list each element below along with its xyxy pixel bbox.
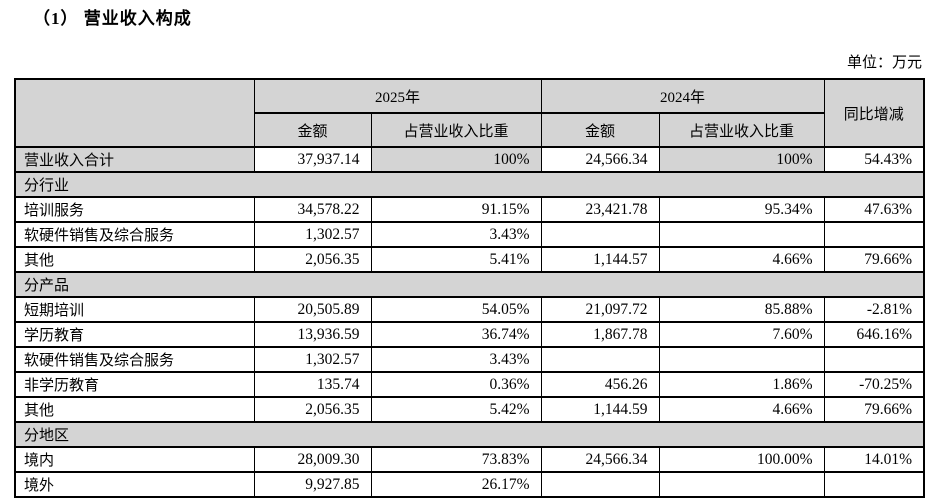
ratio-2025: 3.43% xyxy=(370,221,542,248)
ratio-2024-header: 占营业收入比重 xyxy=(658,112,825,148)
ratio-2024: 4.66% xyxy=(658,396,825,423)
amount-2025: 37,937.14 xyxy=(253,146,372,173)
unit-label: 单位：万元 xyxy=(846,55,922,71)
yoy-change: 47.63% xyxy=(823,196,925,223)
amount-2024: 1,144.59 xyxy=(540,396,660,423)
table-row: 其他 2,056.35 5.41% 1,144.57 4.66% 79.66% xyxy=(14,246,925,273)
amount-2025: 28,009.30 xyxy=(253,446,372,473)
ratio-2024: 4.66% xyxy=(658,246,825,273)
ratio-2024 xyxy=(658,221,825,248)
amount-2025-header: 金额 xyxy=(253,112,372,148)
table-row: 境外 9,927.85 26.17% xyxy=(14,471,925,498)
row-label: 营业收入合计 xyxy=(14,146,255,173)
amount-2024 xyxy=(540,346,660,373)
yoy-header: 同比增减 xyxy=(823,78,925,148)
amount-2024 xyxy=(540,471,660,498)
section-label: 分地区 xyxy=(14,421,925,448)
ratio-2025: 5.42% xyxy=(370,396,542,423)
table-row: 软硬件销售及综合服务 1,302.57 3.43% xyxy=(14,221,925,248)
row-label: 培训服务 xyxy=(14,196,255,223)
amount-2024: 24,566.34 xyxy=(540,446,660,473)
table-body: 营业收入合计 37,937.14 100% 24,566.34 100% 54.43% 分行… xyxy=(14,146,925,498)
row-label: 短期培训 xyxy=(14,296,255,323)
amount-2024 xyxy=(540,221,660,248)
amount-2025: 2,056.35 xyxy=(253,396,372,423)
ratio-2024: 7.60% xyxy=(658,321,825,348)
ratio-2025: 26.17% xyxy=(370,471,542,498)
table-header: 2025年 2024年 同比增减 金额 占营业收入比重 金额 占营业收入比重 xyxy=(14,78,925,148)
amount-2024: 21,097.72 xyxy=(540,296,660,323)
amount-2025: 1,302.57 xyxy=(253,346,372,373)
year-2025-header: 2025年 xyxy=(253,78,542,114)
amount-2025: 2,056.35 xyxy=(253,246,372,273)
section-row: 分产品 xyxy=(14,271,925,298)
row-label: 其他 xyxy=(14,396,255,423)
ratio-2025: 5.41% xyxy=(370,246,542,273)
amount-2025: 135.74 xyxy=(253,371,372,398)
amount-2024-header: 金额 xyxy=(540,112,660,148)
row-label: 境外 xyxy=(14,471,255,498)
row-label: 学历教育 xyxy=(14,321,255,348)
ratio-2024: 95.34% xyxy=(658,196,825,223)
yoy-change: 14.01% xyxy=(823,446,925,473)
ratio-2025: 54.05% xyxy=(370,296,542,323)
ratio-2024: 100% xyxy=(658,146,825,173)
amount-2024: 1,144.57 xyxy=(540,246,660,273)
ratio-2025: 36.74% xyxy=(370,321,542,348)
amount-2025: 13,936.59 xyxy=(253,321,372,348)
table-row: 营业收入合计 37,937.14 100% 24,566.34 100% 54.43% xyxy=(14,146,925,173)
row-label: 其他 xyxy=(14,246,255,273)
amount-2025: 34,578.22 xyxy=(253,196,372,223)
yoy-change: 79.66% xyxy=(823,246,925,273)
ratio-2024: 85.88% xyxy=(658,296,825,323)
ratio-2025: 91.15% xyxy=(370,196,542,223)
ratio-2025: 100% xyxy=(370,146,542,173)
amount-2025: 9,927.85 xyxy=(253,471,372,498)
section-row: 分行业 xyxy=(14,171,925,198)
amount-2025: 1,302.57 xyxy=(253,221,372,248)
row-label: 非学历教育 xyxy=(14,371,255,398)
ratio-2025: 0.36% xyxy=(370,371,542,398)
row-label: 软硬件销售及综合服务 xyxy=(14,346,255,373)
section-label: 分产品 xyxy=(14,271,925,298)
table-row: 短期培训 20,505.89 54.05% 21,097.72 85.88% -2.81% xyxy=(14,296,925,323)
amount-2024: 456.26 xyxy=(540,371,660,398)
revenue-composition-table: 2025年 2024年 同比增减 金额 占营业收入比重 金额 占营业收入比重 营… xyxy=(14,78,926,498)
yoy-change: 79.66% xyxy=(823,396,925,423)
row-label: 软硬件销售及综合服务 xyxy=(14,221,255,248)
ratio-2024: 1.86% xyxy=(658,371,825,398)
yoy-change xyxy=(823,471,925,498)
section-row: 分地区 xyxy=(14,421,925,448)
year-2024-header: 2024年 xyxy=(540,78,825,114)
yoy-change: 54.43% xyxy=(823,146,925,173)
yoy-change: -70.25% xyxy=(823,371,925,398)
ratio-2024 xyxy=(658,346,825,373)
table-row: 非学历教育 135.74 0.36% 456.26 1.86% -70.25% xyxy=(14,371,925,398)
table-row: 境内 28,009.30 73.83% 24,566.34 100.00% 14.01% xyxy=(14,446,925,473)
amount-2025: 20,505.89 xyxy=(253,296,372,323)
page-title: （1） 营业收入构成 xyxy=(33,9,192,28)
yoy-change xyxy=(823,346,925,373)
yoy-change xyxy=(823,221,925,248)
ratio-2025: 73.83% xyxy=(370,446,542,473)
table-row: 其他 2,056.35 5.42% 1,144.59 4.66% 79.66% xyxy=(14,396,925,423)
ratio-2025-header: 占营业收入比重 xyxy=(370,112,542,148)
table-row: 培训服务 34,578.22 91.15% 23,421.78 95.34% 47.63% xyxy=(14,196,925,223)
yoy-change: -2.81% xyxy=(823,296,925,323)
ratio-2025: 3.43% xyxy=(370,346,542,373)
table-row: 软硬件销售及综合服务 1,302.57 3.43% xyxy=(14,346,925,373)
amount-2024: 23,421.78 xyxy=(540,196,660,223)
ratio-2024 xyxy=(658,471,825,498)
row-label: 境内 xyxy=(14,446,255,473)
yoy-change: 646.16% xyxy=(823,321,925,348)
section-label: 分行业 xyxy=(14,171,925,198)
amount-2024: 1,867.78 xyxy=(540,321,660,348)
header-row-years: 2025年 2024年 同比增减 xyxy=(14,78,925,148)
header-row-measures: 金额 占营业收入比重 金额 占营业收入比重 xyxy=(15,112,924,148)
table-row: 学历教育 13,936.59 36.74% 1,867.78 7.60% 646.16% xyxy=(14,321,925,348)
corner-cell xyxy=(14,78,255,148)
ratio-2024: 100.00% xyxy=(658,446,825,473)
amount-2024: 24,566.34 xyxy=(540,146,660,173)
